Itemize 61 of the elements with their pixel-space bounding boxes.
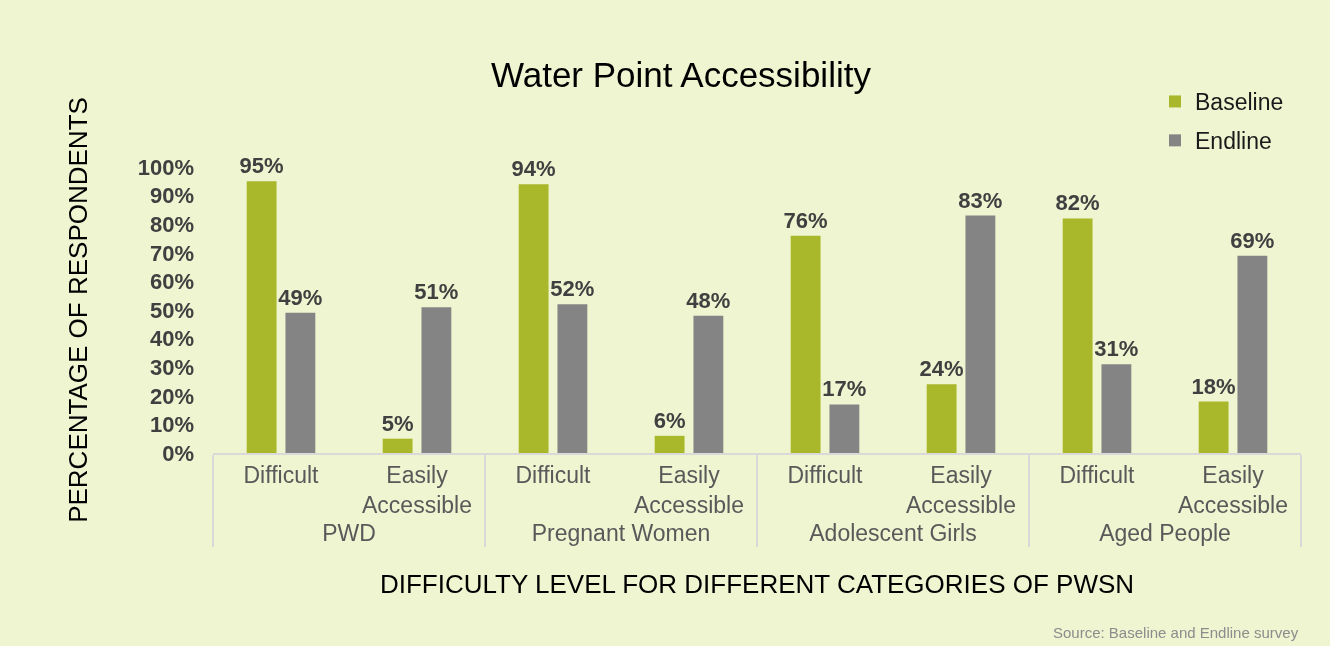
text: Pregnant Women (531, 519, 711, 546)
x-axis-title: DIFFICULTY LEVEL FOR DIFFERENT CATEGORIES OF PWSN (379, 568, 1135, 599)
data-label: 18% (1191, 373, 1236, 399)
legend-label: Baseline (1195, 89, 1284, 116)
bar (382, 438, 413, 453)
bar (926, 384, 957, 453)
bar (518, 184, 549, 453)
y-tick-label: 90% (149, 183, 194, 209)
data-label: 17% (822, 376, 867, 402)
bar (1198, 401, 1229, 453)
data-label: 5% (381, 410, 414, 436)
y-tick-label: 40% (149, 326, 194, 352)
data-label: 83% (958, 187, 1003, 213)
bar (421, 307, 452, 453)
y-tick-label: 20% (149, 383, 194, 409)
bar (246, 181, 277, 453)
data-label: 31% (1094, 336, 1139, 362)
y-tick-label: 50% (149, 297, 194, 323)
x-tick-label: Difficult (1059, 461, 1136, 488)
x-tick-label: Difficult (787, 461, 864, 488)
y-tick-label: 70% (149, 240, 194, 266)
x-tick-label: Easily Accessible (362, 461, 472, 518)
data-label: 24% (919, 356, 964, 382)
data-label: 69% (1230, 227, 1275, 253)
data-label: 49% (278, 284, 323, 310)
bar (1237, 255, 1268, 453)
text: Aged People (1099, 519, 1231, 546)
y-tick-label: 80% (149, 211, 194, 237)
bar (285, 312, 316, 453)
source-note: Source: Baseline and Endline survey (1053, 624, 1299, 641)
y-tick-label: 30% (149, 354, 194, 380)
y-tick-label: 100% (137, 154, 194, 180)
data-label: 48% (686, 287, 731, 313)
y-axis-title: PERCENTAGE OF RESPONDENTS (63, 97, 94, 523)
bar (790, 235, 821, 453)
x-tick-label: Easily Accessible (634, 461, 744, 518)
data-label: 95% (239, 153, 284, 179)
bar (1101, 364, 1132, 453)
bar (557, 304, 588, 453)
chart-title: Water Point Accessibility (490, 55, 872, 95)
bar (1062, 218, 1093, 453)
data-label: 6% (653, 407, 686, 433)
y-tick-label: 10% (149, 412, 194, 438)
bar (829, 404, 860, 453)
legend-label: Endline (1195, 128, 1272, 155)
x-tick-label: Difficult (243, 461, 320, 488)
x-tick-label: Easily Accessible (906, 461, 1016, 518)
bar (654, 435, 685, 453)
y-tick-label: 0% (162, 440, 194, 466)
bar (693, 315, 724, 453)
text: Adolescent Girls (809, 519, 977, 546)
data-label: 94% (511, 156, 556, 182)
x-tick-label: Easily Accessible (1178, 461, 1288, 518)
y-tick-label: 60% (149, 269, 194, 295)
bar (965, 215, 996, 453)
text: PWD (322, 519, 376, 546)
x-tick-label: Difficult (515, 461, 592, 488)
data-label: 51% (414, 279, 459, 305)
data-label: 82% (1055, 190, 1100, 216)
data-label: 52% (550, 276, 595, 302)
data-label: 76% (783, 207, 828, 233)
